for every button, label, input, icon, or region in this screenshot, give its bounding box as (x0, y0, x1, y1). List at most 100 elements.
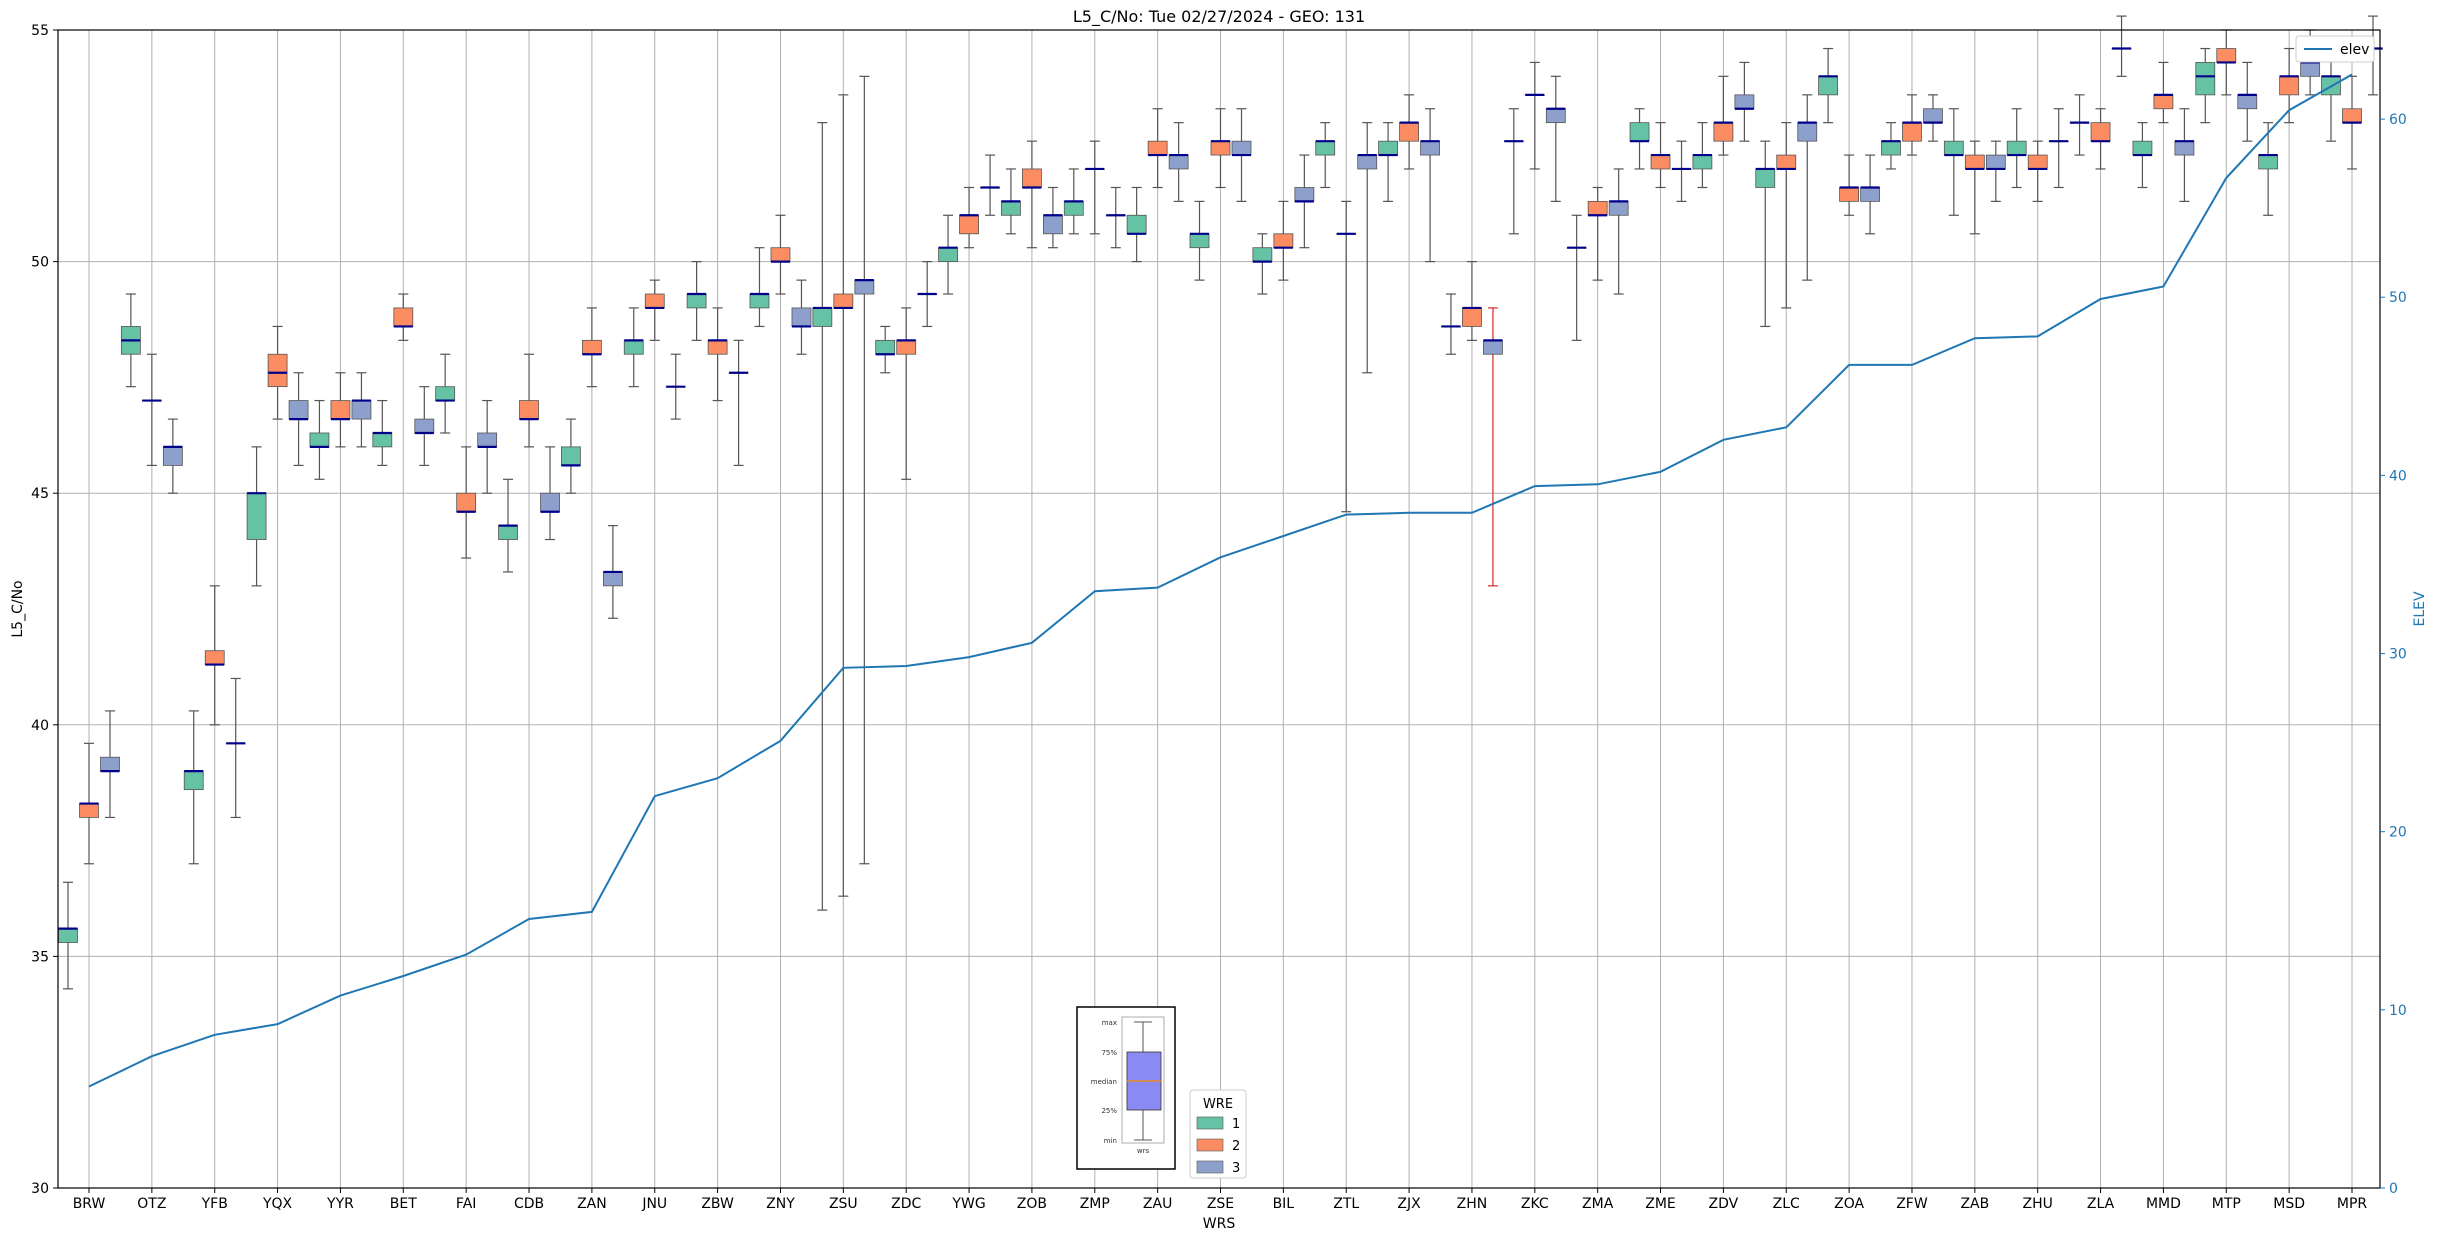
box-zfw-wre2 (1902, 94, 1922, 156)
y2-tick-label: 20 (2389, 825, 2407, 841)
box-body (1126, 214, 1147, 235)
box-cdb-wre1 (498, 478, 518, 573)
box-body (623, 339, 644, 355)
box-bet-wre1 (372, 399, 393, 467)
box-zhu-wre2 (2027, 140, 2048, 202)
box-bil-wre1 (1252, 233, 1273, 295)
box-zob-wre1 (1001, 168, 1021, 235)
x-tick-label: ZMA (1582, 1196, 1614, 1212)
y-tick-label: 55 (31, 23, 49, 39)
y-axis-right: 0 10 20 30 40 50 60 (2380, 112, 2407, 1197)
box-body (246, 492, 267, 540)
box-body (1692, 154, 1713, 170)
box-body (959, 214, 979, 235)
x-tick-label: ZSE (1207, 1196, 1234, 1212)
box-zkc-wre1 (1503, 108, 1524, 235)
box-yfb-wre1 (183, 710, 204, 865)
box-zbw-wre3 (728, 339, 749, 467)
box-zfw-wre3 (1923, 94, 1943, 142)
box-body (372, 432, 393, 448)
box-zme-wre1 (1629, 108, 1650, 170)
box-body (644, 293, 665, 309)
box-zan-wre2 (581, 307, 602, 388)
box-zsu-wre1 (812, 122, 833, 911)
box-body (875, 339, 896, 355)
box-body (393, 307, 414, 327)
x-tick-label: YQX (262, 1196, 293, 1212)
x-axis-label: WRS (1203, 1216, 1236, 1232)
box-zob-wre2 (1022, 140, 1042, 249)
y-tick-label: 45 (31, 486, 49, 502)
y2-tick-label: 40 (2389, 468, 2407, 484)
box-body (1964, 154, 1985, 170)
box-mtp-wre2 (2216, 29, 2237, 96)
y-tick-label: 30 (31, 1181, 49, 1197)
box-body (351, 400, 372, 420)
box-body (1189, 233, 1210, 249)
y2-tick-label: 0 (2389, 1181, 2398, 1197)
box-brw-wre2 (79, 742, 99, 865)
box-cdb-wre2 (519, 353, 539, 448)
box-zla-wre1 (2069, 94, 2090, 156)
box-zsu-wre2 (833, 94, 854, 897)
box-body (770, 247, 791, 262)
box-zbw-wre1 (686, 261, 707, 341)
y2-tick-label: 30 (2389, 647, 2407, 663)
box-body (1902, 122, 1922, 142)
box-body (1650, 154, 1671, 170)
box-zla-wre2 (2090, 108, 2111, 170)
elev-legend-frame (2295, 35, 2375, 63)
box-zma-wre3 (1608, 168, 1629, 295)
boxplot-key-caption: wrs (1137, 1147, 1150, 1155)
box-mmd-wre1 (2132, 122, 2153, 189)
box-body (2090, 122, 2111, 142)
x-tick-label: ZOB (1017, 1196, 1047, 1212)
box-body (812, 307, 833, 327)
box-body (1168, 154, 1189, 170)
box-body (288, 400, 309, 420)
y-axis-label: L5_C/No (10, 580, 26, 637)
box-fai-wre2 (456, 446, 477, 559)
box-zab-wre2 (1964, 140, 1985, 235)
box-zmp-wre1 (1063, 168, 1084, 235)
box-body (1629, 122, 1650, 142)
box-zjx-wre2 (1399, 94, 1419, 170)
box-zoa-wre3 (1860, 154, 1881, 235)
y2-tick-label: 10 (2389, 1003, 2407, 1019)
box-zhu-wre1 (2006, 108, 2027, 189)
box-body (1776, 154, 1797, 170)
box-brw-wre3 (100, 710, 120, 819)
x-tick-label: ZFW (1896, 1196, 1928, 1212)
box-zoa-wre2 (1839, 154, 1860, 216)
x-tick-label: ZME (1645, 1196, 1676, 1212)
boxplot-key-label-max: max (1102, 1019, 1117, 1027)
x-tick-label: ZDV (1709, 1196, 1739, 1212)
box-body (414, 418, 435, 434)
box-body (1210, 140, 1231, 156)
x-tick-label: ZLA (2087, 1196, 2115, 1212)
box-otz-wre1 (120, 293, 141, 388)
x-tick-label: ZMP (1080, 1196, 1110, 1212)
box-zkc-wre3 (1545, 75, 1566, 202)
box-body (204, 650, 225, 665)
box-zau-wre2 (1147, 108, 1168, 189)
box-zme-wre3 (1671, 140, 1692, 202)
box-body (1587, 200, 1608, 216)
box-yfb-wre3 (225, 677, 246, 819)
box-body (1420, 140, 1440, 156)
box-msd-wre1 (2258, 122, 2279, 216)
box-zlc-wre1 (1755, 140, 1776, 328)
x-tick-label: OTZ (137, 1196, 166, 1212)
box-bet-wre3 (414, 386, 435, 467)
x-tick-label: ZSU (829, 1196, 858, 1212)
box-cdb-wre3 (540, 446, 560, 541)
x-tick-label: ZNY (766, 1196, 795, 1212)
box-body (100, 756, 120, 772)
chart-title: L5_C/No: Tue 02/27/2024 - GEO: 131 (1073, 7, 1365, 27)
boxplot-key: max 75% median 25% min wrs (1076, 1006, 1176, 1170)
box-fai-wre3 (477, 399, 498, 494)
box-body (2132, 140, 2153, 156)
box-zdc-wre1 (875, 325, 896, 374)
box-body (581, 339, 602, 355)
x-tick-label: CDB (514, 1196, 544, 1212)
